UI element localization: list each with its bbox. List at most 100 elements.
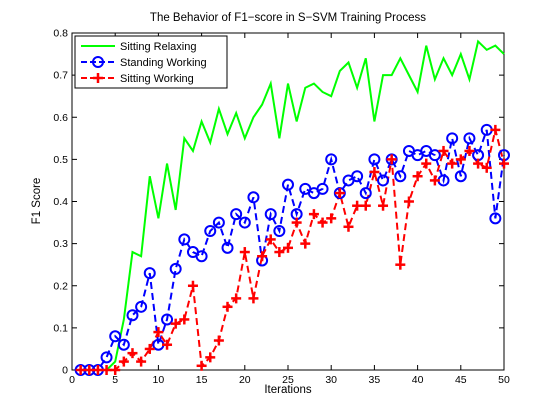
legend-marker: [92, 56, 104, 68]
data-point: [429, 175, 440, 186]
data-point: [231, 293, 242, 304]
data-point: [446, 132, 459, 145]
data-point: [109, 330, 122, 343]
data-point: [170, 318, 181, 329]
data-point: [282, 178, 294, 191]
data-point: [464, 145, 475, 156]
data-point: [135, 300, 148, 313]
data-point: [118, 356, 129, 367]
data-point: [75, 365, 86, 375]
legend-label: Sitting Working: [120, 73, 194, 85]
data-point: [386, 154, 397, 165]
y-tick-label: 0.4: [53, 196, 68, 208]
data-point: [196, 360, 207, 371]
x-tick-label: 35: [369, 374, 381, 386]
data-point: [195, 250, 208, 263]
data-point: [447, 158, 458, 169]
data-point: [473, 158, 484, 169]
x-tick-label: 50: [498, 374, 510, 386]
data-point: [247, 191, 260, 204]
y-axis-label: F1 Score: [31, 178, 43, 225]
data-point: [136, 356, 147, 367]
y-tick-label: 0.1: [53, 322, 68, 334]
data-point: [377, 174, 390, 187]
data-point: [265, 234, 276, 245]
x-tick-label: 20: [239, 374, 251, 386]
data-point: [162, 339, 173, 350]
data-point: [92, 365, 103, 375]
data-point: [101, 365, 112, 375]
data-point: [308, 209, 319, 220]
x-tick-label: 40: [412, 374, 424, 386]
x-tick-label: 0: [69, 374, 75, 386]
data-point: [169, 262, 182, 275]
x-tick-label: 10: [153, 374, 165, 386]
data-point: [455, 154, 466, 165]
series-line-standing-working: [80, 129, 505, 371]
data-point: [378, 200, 389, 211]
series-line-sitting-working: [80, 129, 505, 371]
legend-label: Standing Working: [120, 57, 207, 69]
data-point: [291, 217, 302, 228]
y-tick-label: 0.8: [53, 28, 68, 40]
data-point: [178, 233, 191, 246]
y-tick-label: 0.3: [53, 238, 68, 250]
series-lines: [80, 39, 505, 371]
data-point: [412, 171, 423, 182]
x-axis-label: Iterations: [264, 384, 312, 396]
legend: Sitting Relaxing Standing Working Sitting …: [74, 35, 228, 89]
y-tick-label: 0.7: [53, 70, 68, 82]
data-point: [127, 348, 138, 359]
axis-ticks: 0 5 10 15 20 25 30 35 40 45 50 0 0.1 0.2 0.3 0.4 0.5 0.6 0…: [53, 28, 510, 387]
chart-title: The Behavior of F1−score in S−SVM Traini…: [150, 12, 426, 24]
data-point: [221, 241, 234, 254]
data-point: [179, 314, 190, 325]
data-point: [352, 200, 363, 211]
data-point: [84, 365, 95, 375]
data-point: [369, 167, 380, 178]
y-tick-label: 0.6: [53, 112, 68, 124]
data-point: [334, 188, 345, 199]
data-point: [489, 212, 502, 225]
data-point: [394, 170, 407, 183]
data-point: [144, 343, 155, 354]
series-markers: [74, 123, 510, 376]
data-point: [359, 187, 372, 200]
data-point: [395, 259, 406, 270]
data-point: [403, 196, 414, 207]
data-point: [204, 224, 217, 237]
data-point: [325, 153, 338, 166]
data-point: [143, 267, 156, 280]
data-point: [161, 313, 174, 326]
x-tick-label: 25: [282, 374, 294, 386]
data-point: [110, 365, 121, 375]
data-point: [274, 247, 285, 258]
data-point: [316, 182, 329, 195]
data-point: [300, 238, 311, 249]
data-point: [153, 327, 164, 338]
x-tick-label: 15: [196, 374, 208, 386]
legend-label: Sitting Relaxing: [120, 41, 196, 53]
data-point: [428, 149, 441, 162]
x-tick-label: 45: [455, 374, 467, 386]
data-point: [264, 208, 277, 221]
data-point: [273, 224, 286, 237]
data-point: [421, 158, 432, 169]
data-point: [368, 153, 381, 166]
data-point: [238, 216, 251, 229]
data-point: [463, 132, 476, 145]
y-tick-label: 0.5: [53, 154, 68, 166]
y-tick-label: 0.2: [53, 280, 68, 292]
series-line-sitting-relaxing: [80, 39, 505, 371]
data-point: [490, 124, 501, 135]
data-point: [187, 280, 198, 291]
x-tick-label: 30: [325, 374, 337, 386]
data-point: [100, 351, 113, 364]
data-point: [230, 208, 243, 221]
data-point: [481, 162, 492, 173]
data-point: [117, 338, 130, 351]
data-point: [360, 200, 371, 211]
legend-marker: [93, 73, 103, 83]
data-point: [222, 301, 233, 312]
